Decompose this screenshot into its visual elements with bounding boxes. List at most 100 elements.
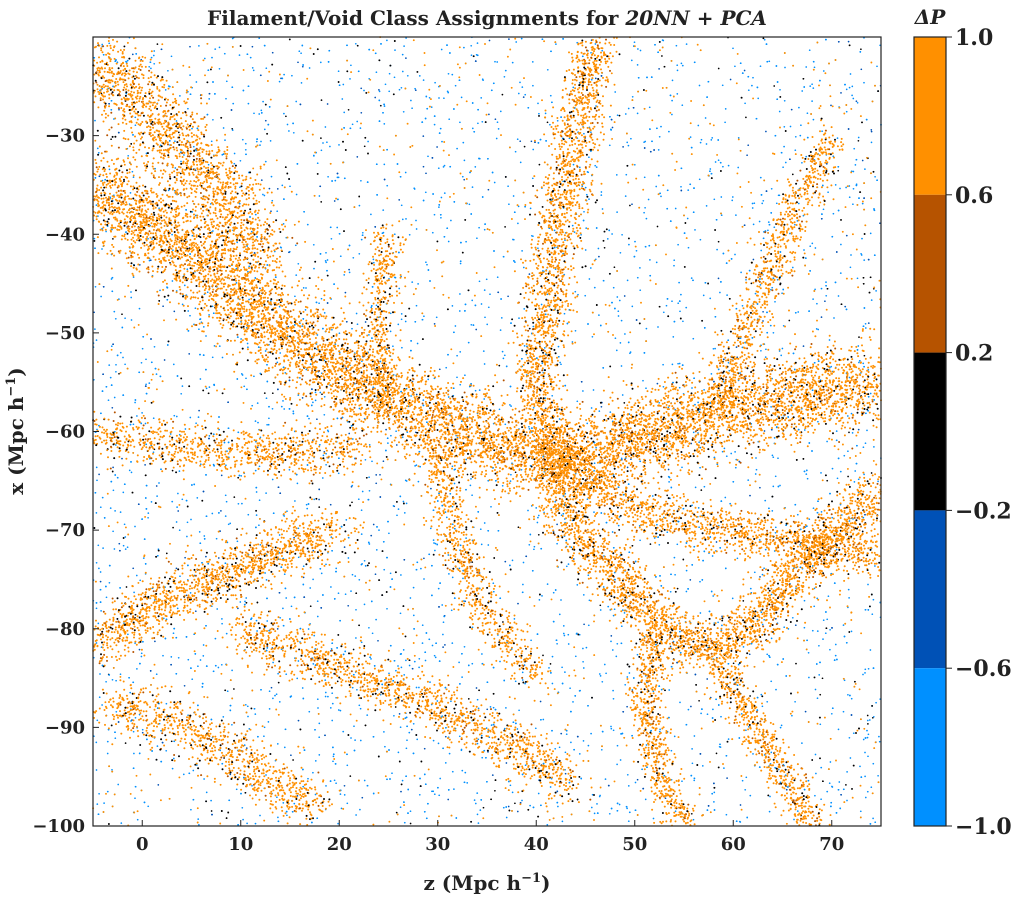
scatter-point	[218, 67, 221, 70]
scatter-point	[210, 140, 213, 143]
scatter-point	[316, 600, 319, 603]
scatter-point	[459, 683, 461, 685]
scatter-point	[451, 642, 454, 644]
scatter-point	[355, 814, 357, 816]
scatter-point	[434, 81, 436, 84]
scatter-point	[293, 802, 296, 805]
scatter-point	[719, 291, 721, 294]
scatter-point	[813, 361, 816, 364]
scatter-point	[761, 573, 764, 576]
scatter-point	[758, 220, 761, 223]
scatter-point	[153, 62, 156, 65]
scatter-point	[188, 772, 191, 775]
scatter-point	[246, 53, 249, 56]
scatter-point	[698, 84, 701, 87]
scatter-point	[238, 474, 241, 477]
scatter-point	[440, 196, 443, 199]
scatter-point	[717, 277, 720, 280]
scatter-point	[658, 401, 661, 404]
scatter-point	[410, 728, 413, 731]
scatter-point	[421, 121, 424, 123]
scatter-point	[673, 264, 675, 267]
scatter-point	[593, 286, 596, 289]
scatter-point	[766, 653, 769, 656]
scatter-point	[723, 447, 726, 450]
scatter-point	[132, 767, 135, 770]
scatter-point	[316, 817, 319, 820]
scatter-point	[848, 597, 850, 599]
scatter-point	[553, 229, 556, 232]
scatter-point	[751, 337, 754, 339]
scatter-point	[609, 115, 611, 118]
scatter-point	[276, 210, 279, 213]
scatter-point	[582, 390, 584, 392]
scatter-point	[285, 673, 288, 676]
scatter-point	[654, 43, 656, 46]
scatter-point	[861, 530, 864, 533]
scatter-point	[352, 256, 355, 259]
scatter-point	[573, 231, 576, 233]
scatter-point	[278, 80, 281, 83]
scatter-point	[862, 738, 865, 741]
plot-area: 0 10 20 30 40 50 60 70 −30−40−50−60−70−80−90−10…	[32, 36, 882, 855]
scatter-point	[604, 778, 607, 780]
scatter-point	[214, 93, 216, 95]
scatter-point	[303, 210, 305, 213]
scatter-point	[502, 255, 505, 258]
scatter-point	[262, 100, 264, 103]
scatter-point	[697, 507, 700, 509]
scatter-point	[319, 61, 322, 64]
scatter-point	[811, 100, 813, 102]
scatter-point	[316, 698, 319, 701]
scatter-point	[584, 294, 587, 297]
scatter-point	[466, 782, 469, 784]
scatter-point	[447, 353, 449, 356]
scatter-point	[819, 723, 822, 726]
scatter-point	[751, 84, 753, 87]
scatter-point	[325, 463, 327, 466]
scatter-point	[312, 663, 315, 665]
scatter-point	[388, 749, 390, 751]
scatter-point	[546, 121, 549, 124]
scatter-point	[326, 141, 328, 144]
scatter-point	[404, 320, 407, 323]
scatter-point	[456, 376, 458, 379]
scatter-point	[562, 512, 565, 515]
scatter-point	[451, 576, 454, 579]
scatter-point	[656, 225, 659, 228]
scatter-point	[459, 262, 462, 265]
scatter-point	[699, 238, 702, 241]
scatter-point	[492, 590, 495, 593]
scatter-point	[144, 497, 147, 499]
scatter-point	[464, 310, 466, 312]
scatter-point	[601, 208, 604, 210]
scatter-point	[775, 202, 778, 205]
scatter-point	[775, 426, 778, 428]
scatter-point	[627, 144, 630, 147]
scatter-point	[862, 673, 864, 676]
scatter-point	[171, 280, 174, 282]
scatter-point	[163, 359, 166, 361]
scatter-point	[222, 127, 225, 129]
scatter-point	[185, 636, 188, 638]
scatter-point	[130, 471, 133, 474]
scatter-point	[628, 551, 631, 554]
scatter-point	[160, 468, 162, 471]
scatter-point	[756, 618, 759, 621]
scatter-point	[712, 708, 714, 711]
scatter-point	[483, 363, 486, 365]
scatter-point	[594, 43, 597, 45]
scatter-point	[812, 87, 815, 89]
scatter-point	[127, 154, 130, 157]
scatter-point	[402, 649, 405, 651]
scatter-point	[197, 704, 199, 707]
scatter-point	[819, 661, 821, 664]
scatter-point	[785, 788, 788, 791]
scatter-point	[454, 84, 457, 87]
scatter-point	[727, 738, 730, 740]
scatter-point	[356, 688, 358, 691]
scatter-point	[470, 213, 473, 215]
scatter-point	[101, 248, 103, 250]
scatter-point	[819, 79, 821, 82]
scatter-point	[460, 96, 463, 99]
